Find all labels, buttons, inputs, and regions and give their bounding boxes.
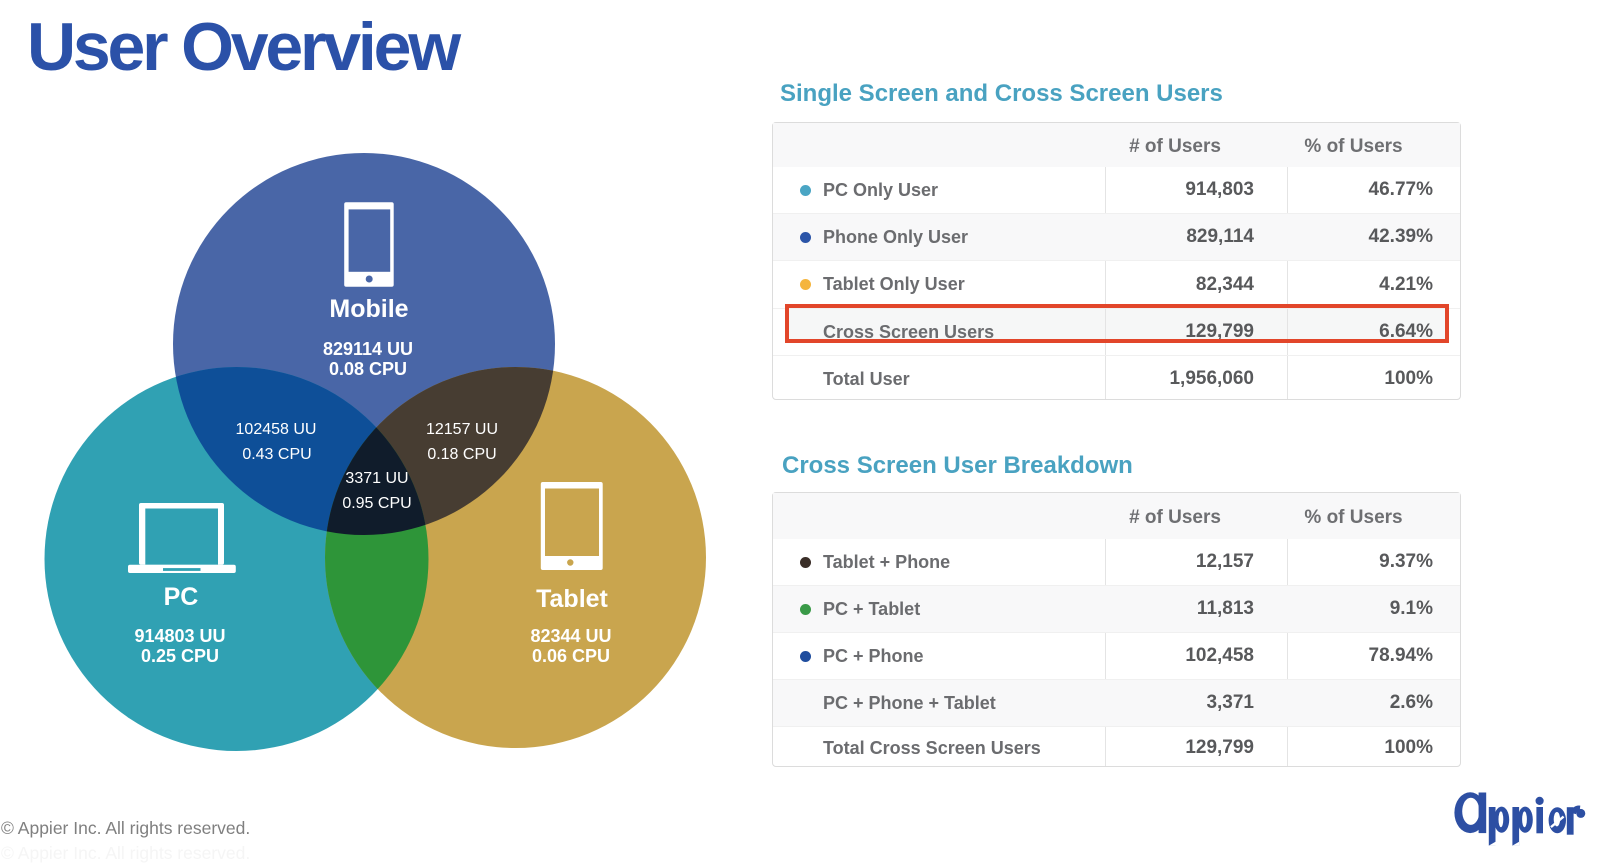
svg-text:914803 UU: 914803 UU [134,626,225,646]
svg-text:Tablet: Tablet [536,585,608,613]
svg-text:0.06 CPU: 0.06 CPU [532,646,610,666]
svg-text:PC: PC [164,583,199,611]
svg-text:0.43 CPU: 0.43 CPU [242,446,311,463]
svg-text:Mobile: Mobile [329,295,408,323]
svg-text:82344 UU: 82344 UU [530,626,611,646]
svg-text:102458 UU: 102458 UU [236,421,317,438]
svg-text:0.18 CPU: 0.18 CPU [427,446,496,463]
svg-text:0.08 CPU: 0.08 CPU [329,359,407,379]
svg-text:829114 UU: 829114 UU [323,339,413,359]
svg-text:0.95 CPU: 0.95 CPU [342,495,411,512]
svg-text:3371 UU: 3371 UU [345,470,408,487]
svg-text:0.25 CPU: 0.25 CPU [141,646,219,666]
svg-text:12157 UU: 12157 UU [426,421,498,438]
